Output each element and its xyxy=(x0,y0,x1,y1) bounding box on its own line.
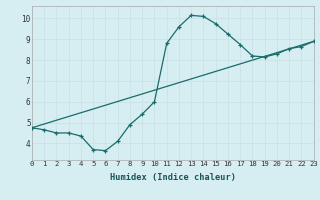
X-axis label: Humidex (Indice chaleur): Humidex (Indice chaleur) xyxy=(110,173,236,182)
